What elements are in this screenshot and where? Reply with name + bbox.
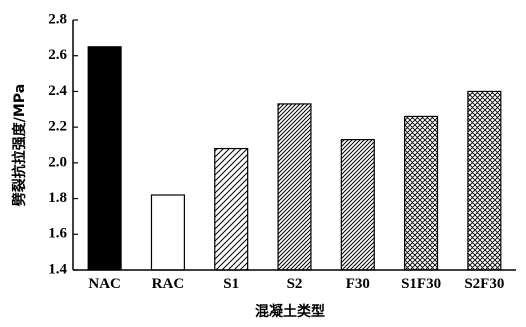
bar-s1 bbox=[214, 147, 249, 271]
y-tick-label: 2.8 bbox=[48, 11, 67, 27]
y-axis-label: 劈裂抗拉强度/MPa bbox=[11, 84, 28, 207]
bar-s2f30 bbox=[467, 90, 502, 271]
x-axis: NAC RAC S1 S2 F30 S1F30 S2F30 bbox=[88, 276, 504, 292]
y-tick-label: 1.4 bbox=[48, 261, 67, 277]
y-tick-label: 1.6 bbox=[48, 226, 67, 242]
x-tick-label: S1F30 bbox=[401, 276, 441, 292]
y-tick-label: 2.4 bbox=[48, 83, 67, 99]
y-tick-label: 2.6 bbox=[48, 47, 67, 63]
x-tick-label: NAC bbox=[88, 276, 121, 292]
bar-s2 bbox=[277, 103, 312, 271]
y-tick-label: 1.8 bbox=[48, 190, 67, 206]
x-tick-label: S2F30 bbox=[464, 276, 504, 292]
bar-s1f30 bbox=[404, 115, 439, 271]
bar-f30 bbox=[340, 139, 375, 271]
bar-rac bbox=[150, 194, 185, 271]
x-tick-label: S1 bbox=[223, 276, 239, 292]
y-tick-label: 2.0 bbox=[48, 154, 67, 170]
x-tick-label: RAC bbox=[152, 276, 185, 292]
bar-nac bbox=[87, 46, 122, 271]
y-tick-label: 2.2 bbox=[48, 119, 67, 135]
y-axis: 1.4 1.6 1.8 2.0 2.2 2.4 2.6 2.8 bbox=[48, 11, 78, 277]
x-axis-label: 混凝土类型 bbox=[255, 303, 325, 320]
x-tick-label: F30 bbox=[346, 276, 370, 292]
x-tick-label: S2 bbox=[287, 276, 303, 292]
bars bbox=[87, 46, 502, 271]
